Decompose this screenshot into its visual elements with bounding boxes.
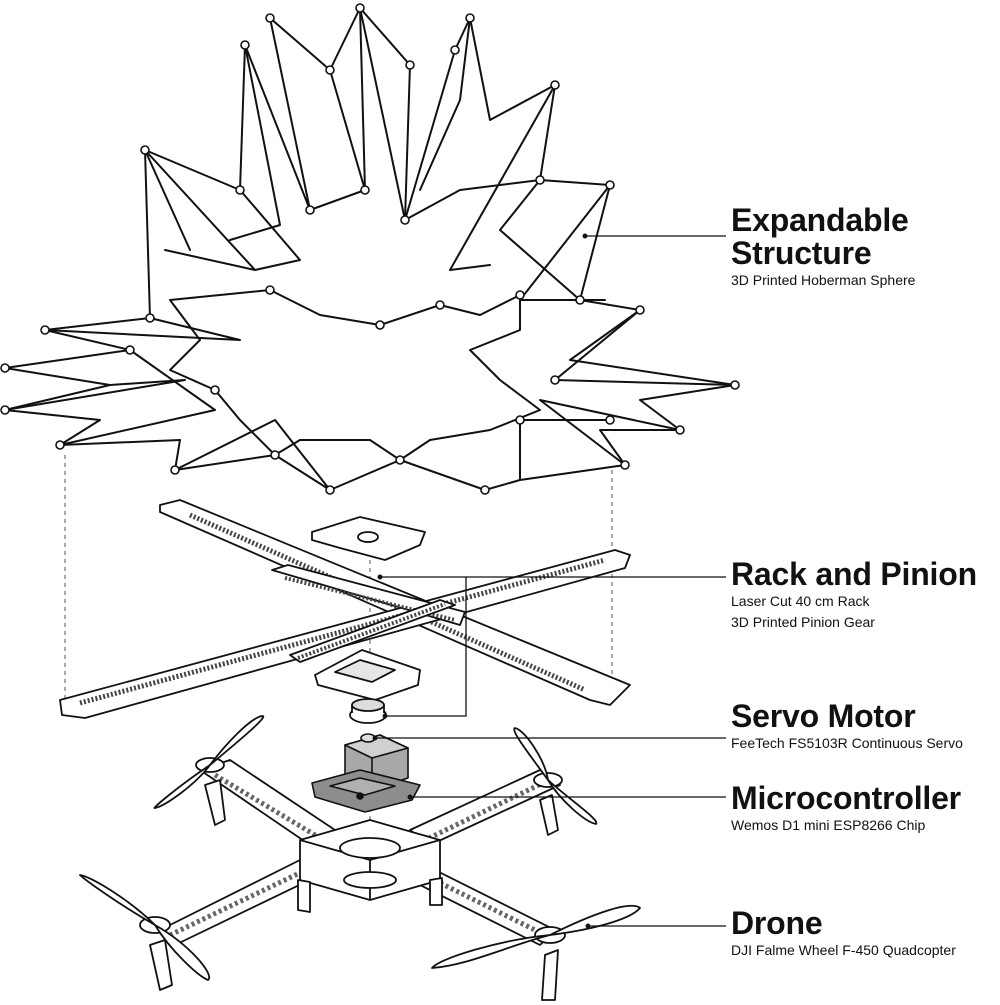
leader-lines xyxy=(372,233,726,929)
label-rack-and-pinion: Rack and Pinion Laser Cut 40 cm Rack 3D … xyxy=(731,558,977,633)
expandable-subtitle: 3D Printed Hoberman Sphere xyxy=(731,272,916,288)
drone-title: Drone xyxy=(731,905,823,941)
label-drone: Drone DJI Falme Wheel F-450 Quadcopter xyxy=(731,907,956,961)
drone-subtitle: DJI Falme Wheel F-450 Quadcopter xyxy=(731,942,956,958)
servo-subtitle: FeeTech FS5103R Continuous Servo xyxy=(731,735,963,751)
label-expandable-structure: Expandable Structure 3D Printed Hoberman… xyxy=(731,204,915,291)
expandable-title-line2: Structure xyxy=(731,235,872,271)
rack-and-pinion xyxy=(59,499,631,724)
rack-title: Rack and Pinion xyxy=(731,556,977,592)
micro-title: Microcontroller xyxy=(731,780,961,816)
label-microcontroller: Microcontroller Wemos D1 mini ESP8266 Ch… xyxy=(731,782,961,836)
drone xyxy=(79,715,641,1001)
microcontroller xyxy=(311,769,421,813)
servo-title: Servo Motor xyxy=(731,698,916,734)
rack-subtitle-line2: 3D Printed Pinion Gear xyxy=(731,614,875,630)
rack-subtitle-line1: Laser Cut 40 cm Rack xyxy=(731,593,870,609)
micro-subtitle: Wemos D1 mini ESP8266 Chip xyxy=(731,817,926,833)
expandable-title-line1: Expandable xyxy=(731,202,909,238)
dashed-guides xyxy=(64,455,613,835)
hoberman-sphere xyxy=(0,3,740,495)
leader-pinion xyxy=(385,577,467,717)
label-servo-motor: Servo Motor FeeTech FS5103R Continuous S… xyxy=(731,700,963,754)
